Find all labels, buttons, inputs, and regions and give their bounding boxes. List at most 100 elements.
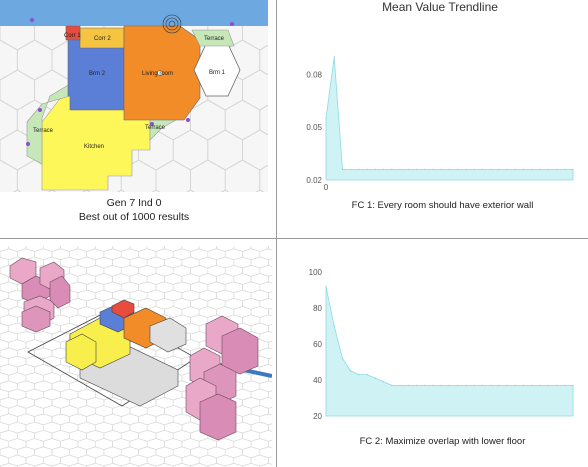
data-point <box>490 168 492 170</box>
data-point <box>539 168 541 170</box>
data-point <box>358 374 360 376</box>
data-point <box>416 168 418 170</box>
room-label-kitchen: Kitchen <box>84 144 104 150</box>
data-point <box>572 384 574 386</box>
data-point <box>374 168 376 170</box>
area-series <box>325 56 574 181</box>
y-tick-label: 0.05 <box>306 123 322 132</box>
data-point <box>514 384 516 386</box>
data-point <box>465 168 467 170</box>
data-point <box>564 168 566 170</box>
chart-fc2: 100 80 60 40 20 <box>309 268 574 421</box>
room-label-brm1: Brm 1 <box>209 70 226 76</box>
y-tick-label: 40 <box>313 376 322 385</box>
origin-marker-icon <box>162 14 182 34</box>
data-point <box>539 384 541 386</box>
data-point <box>341 357 344 359</box>
data-point <box>448 168 451 170</box>
y-tick-label: 80 <box>313 304 322 313</box>
data-point <box>514 168 516 170</box>
data-point <box>399 384 401 386</box>
data-point <box>416 384 418 386</box>
y-tick-label: 0.02 <box>306 176 322 185</box>
data-point <box>473 168 475 170</box>
trendline-title: Mean Value Trendline <box>382 0 498 14</box>
data-point <box>531 168 533 170</box>
data-point <box>366 374 368 376</box>
sky-band <box>0 0 268 26</box>
plan-generation-label: Gen 7 Ind 0 <box>106 197 162 209</box>
data-point <box>399 168 401 170</box>
data-point <box>440 384 442 386</box>
room-label-corr1: Corr 1 <box>64 33 81 39</box>
vertical-divider <box>276 0 277 467</box>
room-label-living: Living room <box>142 71 173 77</box>
data-point <box>432 168 434 170</box>
data-point <box>350 168 352 170</box>
floor-plan: Corr 1 Corr 2 Brm 2 Living room Brm 1 Te… <box>0 0 268 192</box>
data-point <box>391 168 393 170</box>
horizontal-divider <box>0 238 588 239</box>
area-series <box>325 286 574 417</box>
y-tick-label: 20 <box>313 412 322 421</box>
data-point <box>498 384 500 386</box>
data-point <box>333 56 335 58</box>
data-point <box>440 168 442 170</box>
data-point <box>547 384 549 386</box>
chart-fc1-title: FC 1: Every room should have exterior wa… <box>351 200 534 211</box>
room-corr1[interactable] <box>65 25 81 41</box>
data-point <box>424 384 426 386</box>
context-building-right <box>185 315 259 441</box>
data-point <box>465 384 467 386</box>
chart-fc1: 0.08 0.05 0.020 <box>306 56 574 192</box>
data-point <box>383 381 385 383</box>
data-point <box>457 168 459 170</box>
data-point <box>448 384 451 386</box>
room-label-corr2: Corr 2 <box>94 36 111 42</box>
data-point <box>481 384 483 386</box>
data-point <box>490 384 492 386</box>
data-point <box>333 325 335 327</box>
plan-best-label: Best out of 1000 results <box>78 211 190 223</box>
data-point <box>506 384 508 386</box>
data-point <box>547 168 549 170</box>
y-tick-label: 60 <box>313 340 322 349</box>
data-point <box>498 168 500 170</box>
room-label-terrace-left: Terrace <box>33 128 54 134</box>
room-label-terrace-right: Terrace <box>204 36 225 42</box>
data-point <box>481 168 483 170</box>
y-tick-label: 100 <box>309 268 323 277</box>
room-terrace-right[interactable] <box>191 29 235 47</box>
room-terrace-left[interactable] <box>26 83 71 165</box>
data-point <box>523 384 525 386</box>
x-tick-label: 0 <box>324 183 329 192</box>
data-point <box>391 384 393 386</box>
data-point <box>407 168 409 170</box>
room-label-terrace-mid: Terrace <box>145 125 166 131</box>
data-point <box>366 168 368 170</box>
data-point <box>325 285 327 287</box>
data-point <box>555 384 558 386</box>
data-point <box>341 168 344 170</box>
data-point <box>531 384 533 386</box>
3d-view <box>0 246 272 467</box>
data-point <box>564 384 566 386</box>
data-point <box>383 168 385 170</box>
data-point <box>523 168 525 170</box>
room-label-brm2: Brm 2 <box>89 71 106 77</box>
data-point <box>555 168 558 170</box>
data-point <box>572 168 574 170</box>
data-point <box>424 168 426 170</box>
data-point <box>374 377 376 379</box>
data-point <box>506 168 508 170</box>
chart-fc2-title: FC 2: Maximize overlap with lower floor <box>359 436 526 447</box>
data-point <box>457 384 459 386</box>
data-point <box>432 384 434 386</box>
data-point <box>473 384 475 386</box>
y-tick-label: 0.08 <box>306 70 322 79</box>
context-building-left <box>9 257 71 333</box>
data-point <box>407 384 409 386</box>
building-model[interactable] <box>65 299 187 407</box>
data-point <box>325 117 327 119</box>
data-point <box>350 370 352 372</box>
